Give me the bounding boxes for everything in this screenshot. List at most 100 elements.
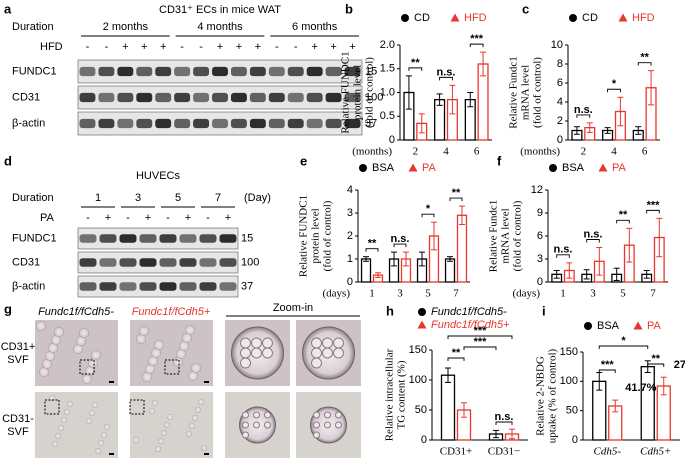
band <box>119 258 137 267</box>
legend-marker <box>401 14 409 22</box>
lane-sign: - <box>199 41 203 53</box>
error-bar <box>480 51 487 77</box>
cell <box>89 410 95 416</box>
cell <box>61 417 67 423</box>
vesicle <box>242 411 249 419</box>
y-axis-label: (fold of control) <box>322 200 334 271</box>
cell <box>86 418 92 424</box>
band <box>193 118 210 129</box>
x-tick-label: 1 <box>560 288 566 300</box>
vesicle <box>253 421 260 429</box>
cell <box>98 440 104 446</box>
band <box>287 92 304 103</box>
y-axis-label: Relative FUNDC1 <box>298 195 310 277</box>
sig-label: n.s. <box>584 228 603 240</box>
x-tick-label: 4 <box>611 146 617 158</box>
cell <box>82 374 92 384</box>
lane-sign: - <box>206 212 210 224</box>
band <box>117 66 134 77</box>
y-tick-label: 0 <box>537 276 543 288</box>
x-tick-label: 2 <box>413 146 419 158</box>
error-bar <box>430 221 437 251</box>
cell <box>55 433 61 439</box>
error-bar <box>648 70 655 106</box>
sig-label: ** <box>411 57 420 69</box>
error-bar <box>467 92 474 108</box>
x-tick-label: Cdh5+ <box>640 446 671 458</box>
cell <box>182 333 192 343</box>
blot-strip <box>77 227 239 250</box>
sig-label: * <box>621 335 626 347</box>
error-bar <box>402 251 409 267</box>
x-tick-label: Cdh5- <box>594 446 622 458</box>
error-bar <box>391 251 398 267</box>
sig-bracket <box>556 254 570 258</box>
lane-sign: - <box>86 41 90 53</box>
y-tick-label: 50 <box>566 405 578 417</box>
error-bar <box>405 75 412 110</box>
band <box>219 234 237 243</box>
x-axis-label: (days) <box>513 288 541 300</box>
bar <box>440 374 456 441</box>
lane-sign: + <box>311 41 317 53</box>
error-bar <box>656 217 663 258</box>
sig-bracket <box>646 209 660 214</box>
cell <box>142 372 152 382</box>
y-tick-label: 0.5 <box>380 110 395 122</box>
error-bar <box>374 272 381 278</box>
band <box>79 282 97 291</box>
y-tick-label: 1 <box>347 253 353 265</box>
cell <box>139 326 149 336</box>
lane-sign: + <box>255 41 261 53</box>
vesicle <box>311 337 322 349</box>
band <box>230 118 247 129</box>
band <box>79 258 97 267</box>
group-label: 3 <box>135 192 141 204</box>
error-bar <box>447 256 454 262</box>
error-bar <box>509 428 515 440</box>
x-axis-label: (months) <box>352 146 392 158</box>
band <box>230 92 247 103</box>
vesicle <box>262 337 273 349</box>
row-label: CD31+ <box>1 341 36 353</box>
y-tick-label: 0 <box>421 434 427 446</box>
vesicle <box>242 431 249 439</box>
band <box>79 234 97 243</box>
sig-label: n.s. <box>495 411 514 423</box>
y-axis-label: uptake (% of control) <box>547 348 559 443</box>
cell <box>67 401 73 407</box>
x-tick-label: 5 <box>620 288 626 300</box>
lane-sign: - <box>180 41 184 53</box>
band <box>136 118 153 129</box>
y-tick-label: 150 <box>560 346 578 358</box>
error-bar <box>445 367 451 383</box>
legend-marker <box>418 308 426 316</box>
panel-letter: d <box>4 153 12 168</box>
sig-bracket <box>607 88 621 93</box>
lane-sign: - <box>166 212 170 224</box>
y-axis-label: (fold of control) <box>364 57 376 128</box>
band <box>136 66 153 77</box>
legend-label: CD <box>582 12 598 24</box>
scale-bar <box>204 381 209 383</box>
cell <box>198 399 204 405</box>
sig-bracket <box>365 248 379 252</box>
band <box>199 234 217 243</box>
legend-marker <box>618 13 628 22</box>
y-tick-label: 150 <box>409 344 427 356</box>
band <box>268 118 285 129</box>
cell <box>54 327 64 337</box>
cell <box>95 448 101 454</box>
legend-label: BSA <box>597 320 620 332</box>
lane-sign: + <box>145 212 151 224</box>
band <box>212 66 228 77</box>
legend-label: Fundc1f/fCdh5+ <box>431 319 510 331</box>
lane-sign: + <box>160 41 166 53</box>
y-tick-label: 12 <box>531 184 543 196</box>
cell <box>151 348 161 358</box>
mw-marker: 15 <box>241 232 253 244</box>
y-tick-label: 3 <box>537 253 543 265</box>
sig-label: n.s. <box>574 104 593 116</box>
vesicle <box>335 411 342 419</box>
band <box>119 282 137 291</box>
